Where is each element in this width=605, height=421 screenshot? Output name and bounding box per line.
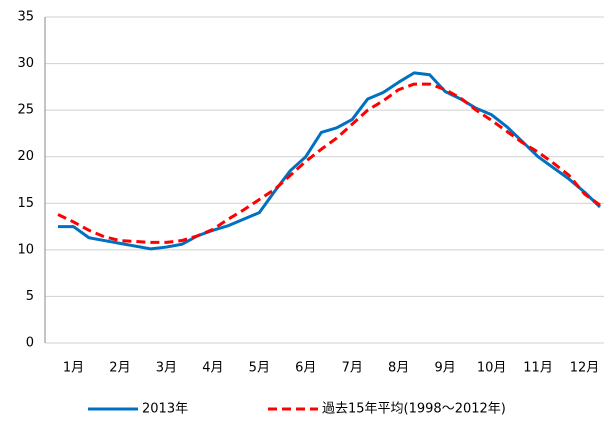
x-tick-label: 6月 xyxy=(295,361,316,376)
y-tick-label: 25 xyxy=(17,103,34,118)
y-tick-label: 30 xyxy=(17,56,34,71)
x-tick-label: 9月 xyxy=(435,361,456,376)
x-tick-label: 12月 xyxy=(570,361,600,376)
x-tick-label: 7月 xyxy=(342,361,363,376)
x-tick-label: 2月 xyxy=(109,361,130,376)
line-series xyxy=(57,82,601,244)
x-tick-label: 3月 xyxy=(156,361,177,376)
x-tick-label: 11月 xyxy=(523,361,553,376)
legend-label: 2013年 xyxy=(142,402,188,417)
x-tick-label: 8月 xyxy=(388,361,409,376)
x-tick-label: 1月 xyxy=(63,361,84,376)
y-tick-label: 35 xyxy=(17,10,34,25)
y-tick-label: 5 xyxy=(26,289,34,304)
x-tick-label: 4月 xyxy=(202,361,223,376)
line-series xyxy=(58,71,602,251)
x-tick-label: 10月 xyxy=(477,361,507,376)
y-tick-label: 10 xyxy=(17,242,34,257)
x-tick-label: 5月 xyxy=(249,361,270,376)
y-tick-label: 0 xyxy=(26,336,34,351)
y-tick-label: 20 xyxy=(17,149,34,164)
legend-label: 過去15年平均(1998～2012年) xyxy=(322,402,506,417)
y-tick-label: 15 xyxy=(17,196,34,211)
